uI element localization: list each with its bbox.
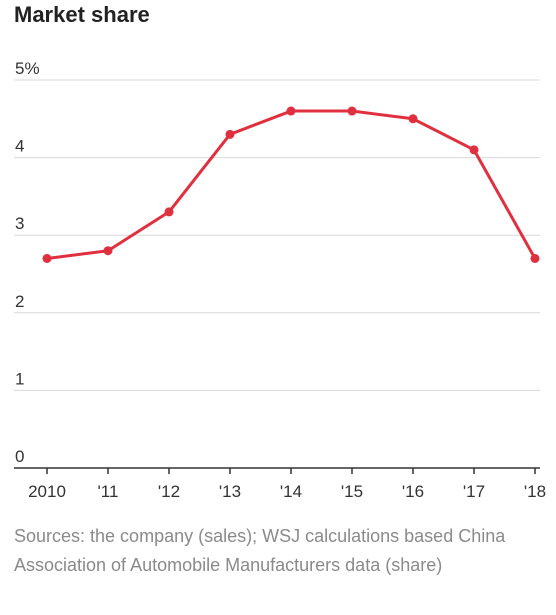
x-tick-label: '13 [219, 482, 241, 501]
y-tick-label: 3 [15, 214, 24, 233]
data-point [469, 145, 479, 155]
x-tick-label: '12 [158, 482, 180, 501]
x-tick-labels: 2010 '11 '12 '13 '14 '15 '16 '17 '18 [28, 482, 546, 501]
x-tick-marks [46, 468, 536, 474]
x-tick-label: 2010 [28, 482, 66, 501]
x-tick-label: '17 [463, 482, 485, 501]
data-point [225, 129, 235, 139]
data-points [42, 106, 540, 263]
series-line [45, 109, 537, 260]
y-tick-label: 0 [15, 447, 24, 466]
y-tick-labels: 0 1 2 3 4 5% [15, 59, 40, 466]
series-lines [45, 109, 537, 260]
data-point [164, 207, 174, 217]
data-point [530, 253, 540, 263]
x-tick-label: '14 [280, 482, 302, 501]
x-tick-label: '16 [402, 482, 424, 501]
data-point [286, 106, 296, 116]
data-point [42, 253, 52, 263]
y-tick-label: 4 [15, 137, 24, 156]
y-tick-label: 1 [15, 369, 24, 388]
y-tick-label: 5% [15, 59, 40, 78]
data-point [103, 246, 113, 256]
gridlines [14, 79, 540, 391]
source-note: Sources: the company (sales); WSJ calcul… [14, 526, 506, 575]
chart-title: Market share [14, 2, 150, 27]
data-point [408, 114, 418, 124]
x-tick-label: '15 [341, 482, 363, 501]
x-tick-label: '18 [524, 482, 546, 501]
y-tick-label: 2 [15, 292, 24, 311]
x-tick-label: '11 [98, 482, 119, 501]
line-chart: 0 1 2 3 4 5% 2010 '11 '12 '13 '14 '15 '16 '17 '18 [14, 59, 546, 501]
data-point [347, 106, 357, 116]
